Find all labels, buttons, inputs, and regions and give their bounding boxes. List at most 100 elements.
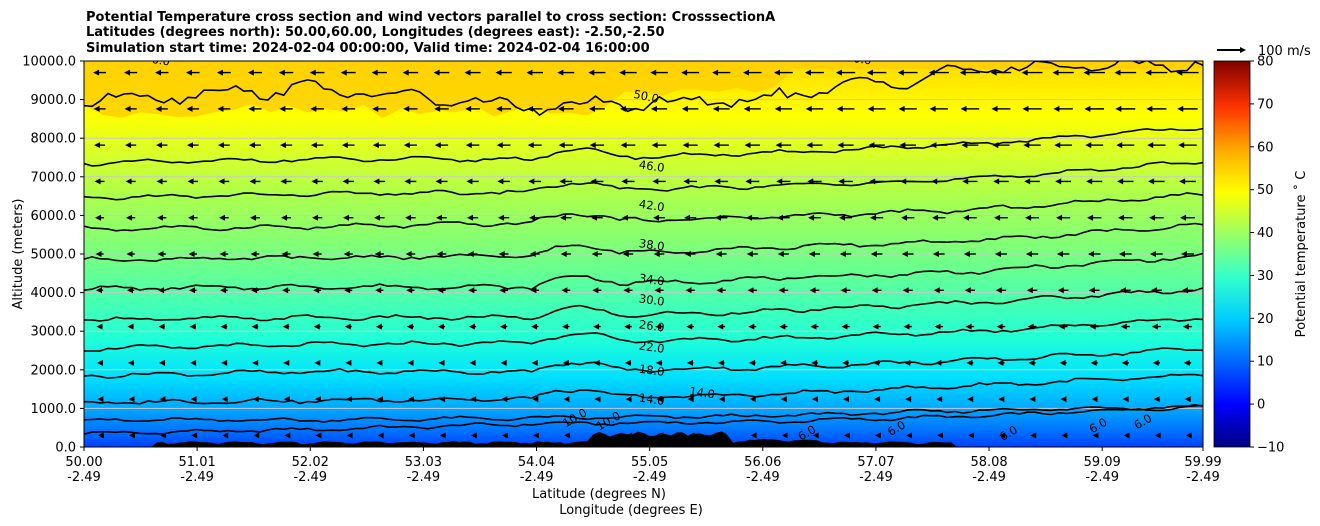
wind-vector-head [93, 105, 100, 112]
wind-vector [373, 178, 386, 185]
wind-vector-head [561, 287, 568, 294]
wind-vector [873, 359, 880, 366]
wind-vector [280, 178, 292, 185]
wind-vector-head [901, 214, 908, 221]
wind-vector-head [219, 214, 226, 221]
wind-vector-head [126, 251, 133, 257]
wind-vector [374, 214, 385, 221]
wind-vector-head [438, 359, 445, 366]
wind-vector [776, 178, 791, 185]
wind-vector [1118, 251, 1132, 257]
wind-vector-head [284, 432, 291, 439]
wind-vector [560, 251, 571, 257]
wind-vector-head [155, 105, 162, 112]
colorbar-frame [1213, 60, 1251, 448]
wind-vector-head [588, 69, 595, 76]
wind-vector [960, 105, 980, 112]
wind-vector [1086, 178, 1103, 185]
wind-vector-head [994, 214, 1001, 221]
wind-vector-head [712, 105, 719, 112]
wind-vector-head [158, 287, 165, 294]
wind-vector [1083, 69, 1105, 76]
wind-vector [404, 178, 417, 185]
wind-vector-head [935, 359, 942, 366]
wind-vector [97, 432, 104, 439]
x-tick-label-latitude: 54.04 [518, 455, 555, 470]
wind-vector-head [564, 432, 571, 439]
wind-vector-head [993, 178, 1000, 185]
wind-vector-head [530, 287, 537, 294]
wind-vector [405, 251, 416, 257]
wind-vector-head [780, 359, 787, 366]
wind-vector-head [743, 105, 750, 112]
wind-vector [345, 359, 352, 366]
wind-vector-head [593, 359, 600, 366]
wind-vector [283, 396, 290, 403]
wind-vector-head [1121, 359, 1128, 366]
wind-vector-head [1184, 396, 1191, 403]
wind-vector-head [127, 287, 134, 294]
wind-vector [623, 287, 633, 294]
wind-vector [341, 142, 355, 149]
wind-vector [1148, 178, 1165, 185]
wind-vector-head [836, 105, 843, 112]
wind-vector-head [773, 69, 780, 76]
wind-vector [684, 214, 697, 221]
wind-vector-head [746, 251, 753, 257]
wind-vector [157, 251, 166, 257]
wind-vector [155, 69, 169, 76]
wind-vector [901, 251, 914, 257]
wind-vector [1123, 432, 1130, 439]
wind-vector-head [1118, 214, 1125, 221]
wind-vector-head [96, 323, 103, 330]
wind-vector [932, 214, 946, 221]
wind-vector [838, 178, 853, 185]
wind-vector-head [465, 142, 472, 149]
wind-vector-head [558, 105, 565, 112]
x-tick-label-longitude: -2.49 [180, 470, 214, 485]
wind-vector-head [963, 251, 970, 257]
wind-vector-head [1052, 69, 1059, 76]
wind-vector [745, 178, 760, 185]
wind-vector-head [252, 396, 259, 403]
wind-vector-head [221, 396, 228, 403]
wind-vector-head [623, 287, 630, 294]
wind-vector [619, 105, 636, 112]
wind-vector [465, 105, 480, 112]
wind-vector-head [1025, 251, 1032, 257]
wind-vector [188, 214, 198, 221]
wind-vector [1028, 359, 1036, 366]
wind-vector-head [344, 323, 351, 330]
wind-vector-head [1115, 105, 1122, 112]
wind-vector-head [495, 69, 502, 76]
wind-vector [898, 105, 917, 112]
wind-vector [279, 105, 293, 112]
wind-vector-head [962, 178, 969, 185]
wind-vector [1055, 178, 1072, 185]
wind-vector-head [282, 323, 289, 330]
wind-vector [591, 251, 603, 257]
wind-vector [592, 287, 602, 294]
wind-vector-head [222, 432, 229, 439]
wind-vector-head [160, 432, 167, 439]
wind-vector-head [1091, 396, 1098, 403]
wind-vector-head [374, 214, 381, 221]
wind-vector-head [309, 69, 316, 76]
wind-vector-head [1024, 178, 1031, 185]
wind-vector-head [781, 432, 788, 439]
wind-vector [128, 396, 135, 403]
wind-vector-head [1148, 178, 1155, 185]
wind-vector [1184, 396, 1191, 403]
wind-vector-head [559, 178, 566, 185]
wind-vector [1152, 359, 1161, 366]
wind-vector-head [1058, 323, 1065, 330]
wind-vector [95, 214, 105, 221]
wind-vector-head [715, 251, 722, 257]
wind-vector [282, 323, 290, 330]
wind-vector-head [97, 396, 104, 403]
wind-vector-head [250, 214, 257, 221]
y-tick-label: 2000.0 [31, 363, 77, 378]
wind-vector-head [992, 142, 999, 149]
wind-vector [1092, 432, 1099, 439]
wind-vector-head [408, 396, 415, 403]
